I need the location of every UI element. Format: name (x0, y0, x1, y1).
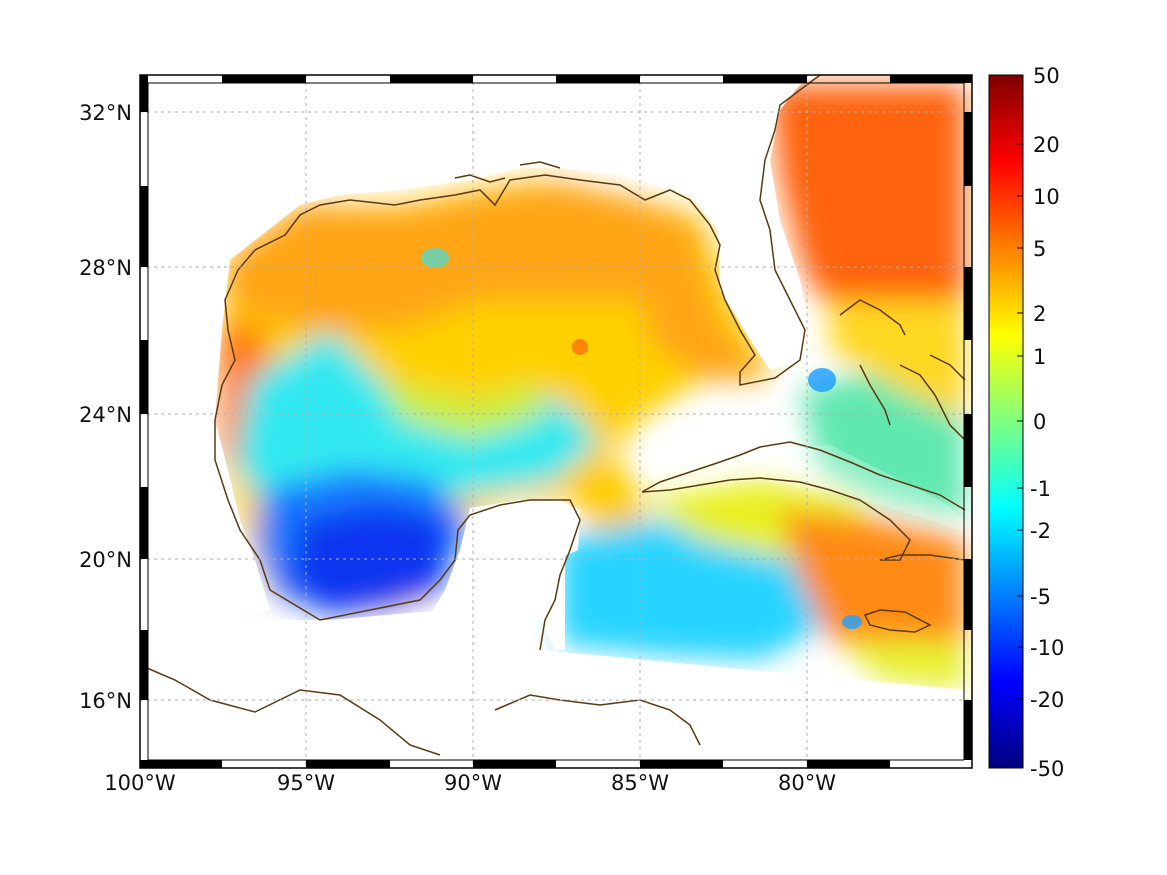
lat-tick-label: 32°N (79, 101, 132, 125)
cyan-spot-jamaica (842, 615, 862, 629)
graticule (140, 75, 972, 768)
mississippi-delta-coastline (454, 161, 561, 183)
colorbar-label: 20 (1033, 133, 1060, 157)
coastlines (140, 75, 966, 756)
blue-eddy-east (808, 368, 836, 392)
colorbar-label: -2 (1030, 519, 1051, 543)
cyan-spot-north (421, 248, 449, 268)
bahamas-coastline (839, 299, 966, 441)
lat-tick-label: 24°N (79, 403, 132, 427)
colorbar-label: 10 (1033, 185, 1060, 209)
yucatan-channel-field (560, 460, 650, 540)
lon-tick-label: 90°W (444, 771, 502, 795)
lon-tick-label: 95°W (277, 771, 335, 795)
north-orange-field (225, 182, 700, 330)
lat-axis-labels: 32°N 28°N 24°N 20°N 16°N (79, 101, 132, 713)
gulf-coastline (214, 75, 821, 651)
central-america-coastline (140, 664, 701, 756)
lon-tick-label: 85°W (611, 771, 669, 795)
red-spot-center (572, 339, 588, 355)
cuba-orange-field (780, 510, 965, 660)
colorbar-label: 50 (1033, 64, 1060, 88)
ne-orange-field (640, 250, 770, 380)
lat-tick-label: 16°N (79, 689, 132, 713)
colorbar-label: 5 (1033, 237, 1046, 261)
bay-campeche-deep-blue (290, 505, 450, 612)
bahamas-cyan-field (800, 370, 965, 520)
data-field (140, 75, 972, 768)
colorbar-label: 1 (1033, 345, 1046, 369)
se-caribbean-yellow (840, 640, 965, 690)
jamaica-coastline (863, 609, 932, 633)
lon-axis-labels: 100°W 95°W 90°W 85°W 80°W (104, 771, 836, 795)
cuba-coastline (641, 441, 966, 561)
yucatan-peninsula-mask (430, 500, 580, 650)
colorbar-tick-labels: 50 20 10 5 2 1 0 -1 -2 -5 -10 -20 -50 (1030, 64, 1064, 781)
cuba-mask (640, 445, 965, 532)
colorbar-label: -1 (1030, 477, 1051, 501)
colorbar-label: 2 (1033, 302, 1046, 326)
west-orange-field (218, 320, 272, 470)
map-frame (139, 74, 973, 769)
mid-yellowgreen-field (380, 380, 540, 440)
colorbar-label: -10 (1030, 636, 1064, 660)
lon-tick-label: 80°W (778, 771, 836, 795)
colorbar-label: -5 (1030, 585, 1051, 609)
colorbar-label: -50 (1030, 757, 1064, 781)
mexico-texas-mask (140, 75, 820, 620)
atlantic-redorange-field (770, 85, 965, 300)
colorbar-label: -20 (1030, 688, 1064, 712)
lat-tick-label: 20°N (79, 548, 132, 572)
colorbar-label: 0 (1033, 410, 1046, 434)
colorbar: 50 20 10 5 2 1 0 -1 -2 -5 -10 -20 -50 (988, 64, 1064, 781)
lat-tick-label: 28°N (79, 256, 132, 280)
lon-tick-label: 100°W (104, 771, 176, 795)
colorbar-ticks (1017, 143, 1023, 700)
central-america-mask (140, 610, 972, 768)
